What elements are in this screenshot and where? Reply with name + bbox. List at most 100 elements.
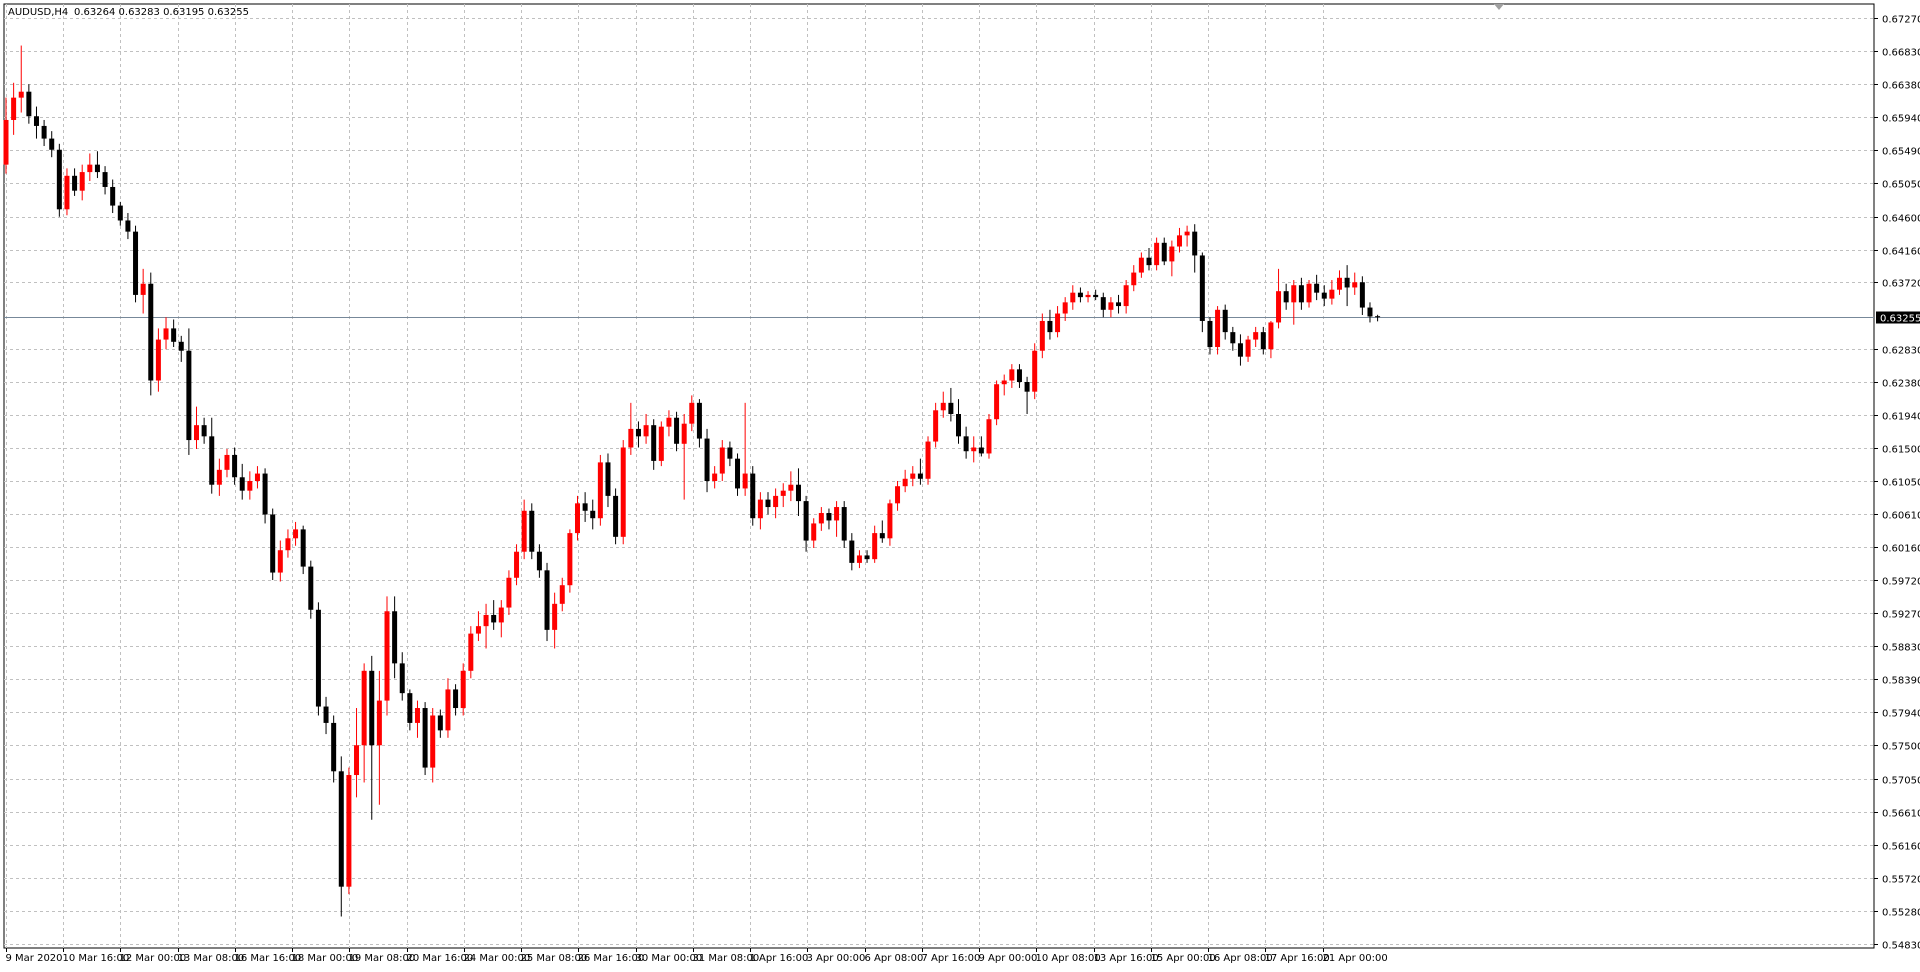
x-tick-label: 16 Mar 16:00	[235, 953, 302, 964]
candle-body	[323, 706, 329, 723]
candle-body	[735, 458, 741, 489]
candle-body	[1291, 285, 1297, 303]
candle	[765, 492, 771, 515]
candle-body	[567, 533, 573, 586]
candle-body	[148, 283, 154, 381]
candle-body	[994, 384, 1000, 420]
candle	[666, 410, 672, 437]
candle-body	[628, 428, 634, 448]
candle-body	[1245, 339, 1251, 357]
candle	[872, 525, 878, 563]
x-tick-label: 12 Mar 00:00	[120, 953, 187, 964]
candle	[544, 562, 550, 642]
candle-body	[445, 689, 451, 731]
candle	[978, 436, 984, 457]
candle-body	[1321, 292, 1327, 299]
candle-body	[56, 149, 62, 210]
candle-body	[483, 614, 489, 627]
shift-marker-icon[interactable]	[1494, 4, 1504, 10]
candle-body	[575, 503, 580, 534]
price-axis[interactable]: 0.67270 0.66830 0.66380 0.65940 0.65490 0.650…	[1874, 15, 1920, 952]
x-tick-label: 16 Apr 08:00	[1208, 953, 1273, 964]
candle	[1192, 224, 1198, 273]
candle-body	[681, 423, 687, 444]
candle-body	[468, 633, 474, 671]
candle-body	[1268, 322, 1274, 350]
candle	[559, 577, 565, 612]
candle-body	[376, 700, 382, 746]
candle-body	[620, 447, 626, 537]
candle-body	[262, 473, 268, 515]
candle	[780, 483, 786, 508]
candle-body	[361, 670, 367, 746]
candle	[1093, 289, 1099, 301]
candle	[925, 436, 931, 485]
y-tick-label: 0.65490	[1882, 147, 1920, 158]
x-tick-label: 13 Mar 08:00	[178, 953, 245, 964]
candle	[64, 168, 70, 216]
candle-body	[140, 283, 146, 295]
candle	[628, 402, 634, 455]
candle	[582, 492, 588, 522]
candle	[696, 399, 702, 448]
candle-body	[879, 533, 885, 539]
candle-body	[331, 722, 337, 772]
candle-body	[521, 510, 527, 552]
candle-body	[1352, 282, 1358, 288]
candle-body	[773, 495, 779, 508]
candle-body	[1123, 285, 1129, 307]
candle-body	[41, 125, 47, 139]
candle	[1176, 227, 1182, 253]
y-tick-label: 0.59270	[1882, 610, 1920, 621]
candle	[506, 570, 512, 615]
candle-body	[582, 503, 588, 511]
candle-body	[254, 473, 260, 481]
candle	[102, 166, 108, 195]
chart-grid	[4, 4, 1874, 948]
candle-body	[590, 510, 596, 519]
candle	[216, 458, 222, 496]
candle-body	[308, 566, 314, 610]
candle	[826, 508, 832, 530]
candle	[49, 131, 55, 158]
candle	[1230, 326, 1236, 351]
candle	[392, 596, 398, 679]
y-tick-label: 0.56610	[1882, 809, 1920, 820]
candle-body	[3, 119, 9, 165]
candle-body	[453, 689, 459, 709]
candle-body	[635, 428, 641, 437]
candle-body	[407, 693, 413, 723]
candle	[323, 696, 329, 735]
candle-body	[849, 540, 855, 563]
candle-body	[872, 533, 878, 560]
candle	[590, 499, 596, 530]
candle	[1116, 294, 1122, 314]
y-tick-label: 0.54830	[1882, 941, 1920, 952]
candle	[1237, 334, 1243, 366]
candle-body	[133, 231, 139, 295]
candle	[704, 428, 710, 493]
candle	[757, 492, 763, 530]
candle	[887, 499, 893, 546]
candle	[422, 702, 428, 776]
candle	[1024, 376, 1030, 415]
candle	[788, 471, 794, 502]
candle-body	[18, 91, 24, 98]
candle	[1108, 297, 1114, 318]
candle-body	[1161, 242, 1167, 262]
candle	[186, 328, 192, 455]
candle-body	[1039, 320, 1045, 351]
candle	[468, 626, 474, 679]
candle-body	[1085, 294, 1091, 298]
candle	[430, 708, 436, 783]
candle	[536, 544, 542, 578]
candle	[56, 143, 62, 217]
candle	[834, 501, 840, 537]
candle-body	[1146, 257, 1152, 266]
candle-body	[902, 478, 908, 487]
candle-body	[506, 577, 512, 608]
candle	[529, 503, 535, 560]
